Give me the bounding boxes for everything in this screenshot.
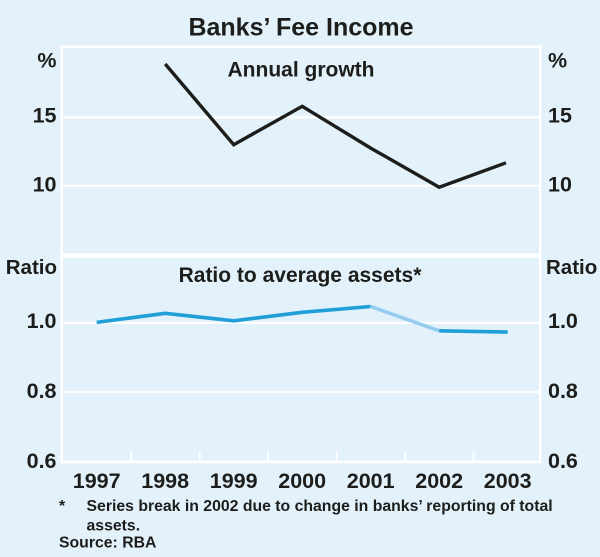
svg-text:%: % — [548, 49, 567, 73]
svg-text:Ratio: Ratio — [6, 256, 57, 279]
svg-text:%: % — [37, 49, 56, 73]
svg-text:1999: 1999 — [210, 469, 258, 493]
svg-text:Series break in 2002 due to ch: Series break in 2002 due to change in ba… — [87, 498, 553, 515]
svg-text:2002: 2002 — [415, 469, 463, 493]
svg-text:10: 10 — [548, 172, 572, 196]
svg-text:10: 10 — [33, 172, 57, 196]
svg-text:15: 15 — [33, 103, 57, 127]
svg-text:assets.: assets. — [87, 518, 141, 535]
svg-text:0.6: 0.6 — [27, 449, 57, 473]
svg-text:0.6: 0.6 — [548, 449, 578, 473]
svg-text:2003: 2003 — [484, 469, 532, 493]
svg-text:Ratio: Ratio — [546, 256, 597, 279]
svg-text:1.0: 1.0 — [548, 309, 578, 333]
svg-text:0.8: 0.8 — [548, 379, 578, 403]
svg-text:1.0: 1.0 — [27, 309, 57, 333]
svg-text:1997: 1997 — [73, 469, 121, 493]
svg-text:15: 15 — [548, 103, 572, 127]
svg-text:Annual growth: Annual growth — [228, 58, 375, 81]
svg-text:*: * — [59, 498, 66, 515]
svg-text:Source: RBA: Source: RBA — [59, 534, 156, 551]
svg-text:0.8: 0.8 — [27, 379, 57, 403]
svg-text:2000: 2000 — [278, 469, 326, 493]
svg-text:Banks’ Fee Income: Banks’ Fee Income — [188, 14, 413, 42]
svg-text:1998: 1998 — [141, 469, 189, 493]
svg-text:2001: 2001 — [347, 469, 395, 493]
svg-text:Ratio to average assets*: Ratio to average assets* — [179, 264, 423, 287]
